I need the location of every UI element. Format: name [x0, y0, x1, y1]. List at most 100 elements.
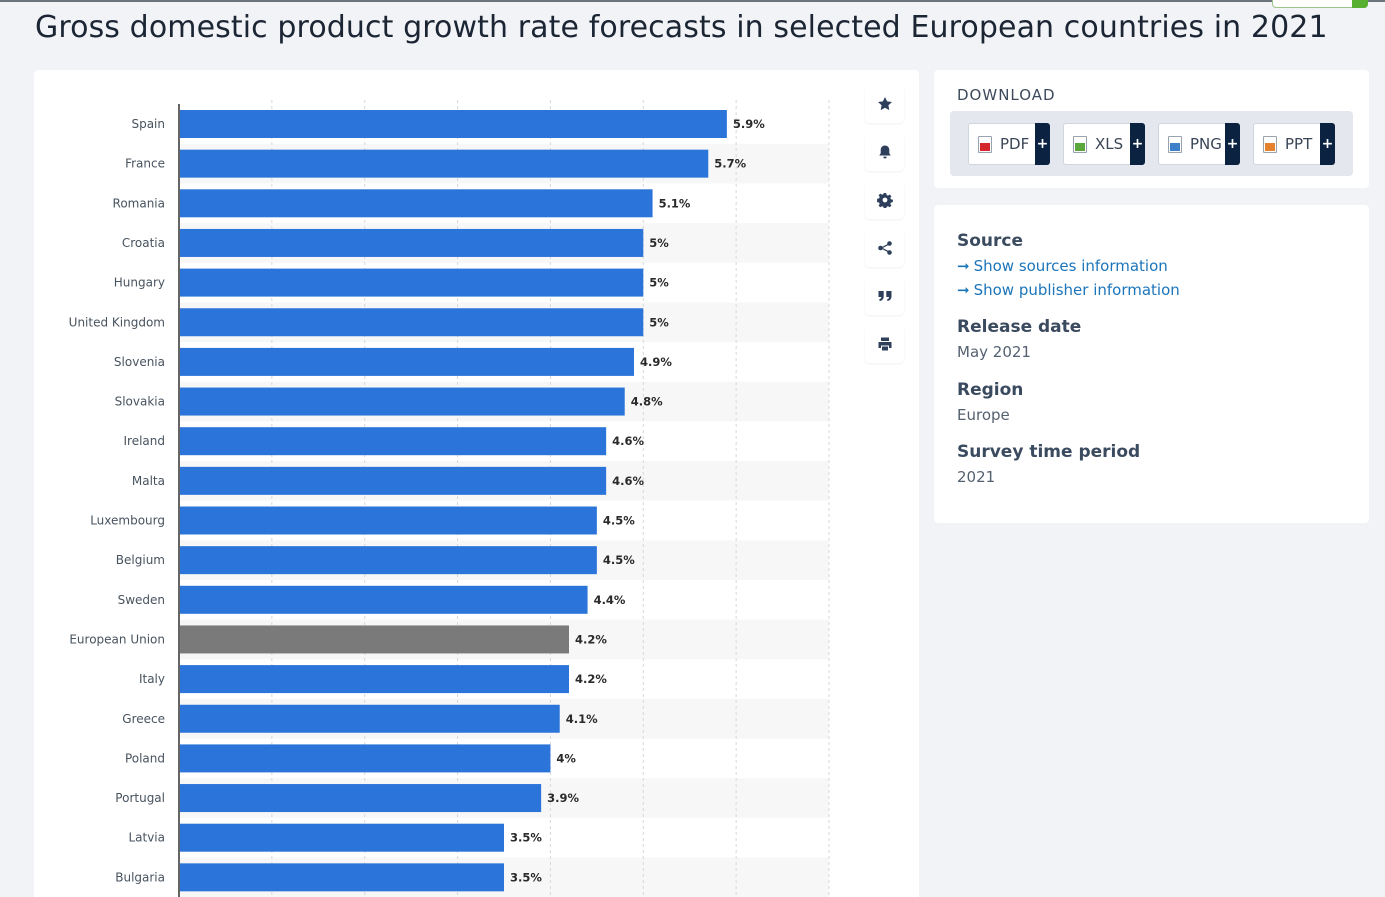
download-ppt-label: PPT: [1285, 135, 1313, 153]
bar: [180, 546, 597, 575]
bar: [180, 189, 653, 218]
category-label: Italy: [139, 672, 165, 686]
plus-icon: +: [1035, 123, 1050, 165]
xls-file-icon: [1073, 135, 1087, 153]
bar: [180, 387, 625, 416]
category-label: Poland: [125, 751, 165, 765]
gear-icon: [876, 193, 893, 208]
source-heading: Source: [957, 231, 1024, 251]
data-label: 4.8%: [631, 395, 663, 409]
data-label: 4.6%: [612, 434, 644, 448]
page-title: Gross domestic product growth rate forec…: [35, 10, 1328, 45]
category-label: Greece: [122, 712, 165, 726]
download-panel: DOWNLOAD PDF + XLS + PNG + PPT +: [934, 70, 1369, 188]
show-publisher-label: Show publisher information: [973, 281, 1180, 299]
pdf-file-icon: [978, 135, 992, 153]
data-label: 4.2%: [575, 672, 607, 686]
cite-button[interactable]: [865, 277, 904, 315]
data-label: 4.4%: [594, 593, 626, 607]
bar: [180, 466, 607, 495]
bar: [180, 585, 588, 614]
download-bar: PDF + XLS + PNG + PPT +: [950, 111, 1353, 176]
category-label: Slovakia: [115, 395, 165, 409]
category-label: Luxembourg: [90, 514, 165, 528]
data-label: 5%: [649, 315, 669, 329]
category-label: Portugal: [115, 791, 165, 805]
category-label: Ireland: [123, 434, 165, 448]
download-xls-button[interactable]: XLS +: [1063, 123, 1145, 165]
chart-card: Spain 5.9% France 5.7% Romania 5.1% Croatia 5% H…: [34, 70, 919, 897]
category-label: Belgium: [116, 553, 165, 567]
category-label: Hungary: [114, 276, 165, 290]
data-label: 5.9%: [733, 117, 765, 131]
settings-button[interactable]: [865, 181, 904, 219]
notification-button[interactable]: [865, 133, 904, 171]
plus-icon: +: [1225, 123, 1240, 165]
release-date-value: May 2021: [957, 343, 1031, 361]
bar: [180, 110, 727, 138]
bell-icon: [878, 145, 891, 159]
plus-icon: +: [1130, 123, 1145, 165]
download-png-button[interactable]: PNG +: [1158, 123, 1240, 165]
top-action-button[interactable]: [1272, 0, 1368, 8]
download-xls-label: XLS: [1095, 135, 1124, 153]
show-sources-label: Show sources information: [973, 257, 1168, 275]
category-label: Latvia: [128, 831, 165, 845]
download-ppt-button[interactable]: PPT +: [1253, 123, 1335, 165]
arrow-right-icon: ➞: [957, 281, 970, 299]
survey-period-heading: Survey time period: [957, 442, 1141, 462]
data-label: 4.5%: [603, 514, 635, 528]
bar: [180, 744, 551, 773]
favorite-button[interactable]: [865, 85, 904, 123]
data-label: 4.5%: [603, 553, 635, 567]
download-pdf-label: PDF: [1000, 135, 1030, 153]
category-label: France: [125, 157, 165, 171]
bar: [180, 823, 504, 852]
bar: [180, 228, 644, 257]
survey-period-value: 2021: [957, 468, 996, 486]
top-divider: [0, 0, 1385, 2]
plus-icon: +: [1320, 123, 1335, 165]
print-button[interactable]: [865, 325, 904, 363]
data-label: 4.6%: [612, 474, 644, 488]
bar: [180, 704, 560, 733]
data-label: 3.5%: [510, 831, 542, 845]
bar: [180, 863, 504, 892]
arrow-right-icon: ➞: [957, 257, 970, 275]
region-heading: Region: [957, 380, 1024, 400]
print-icon: [878, 337, 891, 351]
data-label: 4.9%: [640, 355, 672, 369]
data-label: 4%: [556, 751, 576, 765]
category-label: Sweden: [118, 593, 165, 607]
data-label: 4.1%: [566, 712, 598, 726]
download-title: DOWNLOAD: [957, 86, 1056, 104]
ppt-file-icon: [1263, 135, 1277, 153]
download-png-label: PNG: [1190, 135, 1222, 153]
data-label: 3.5%: [510, 870, 542, 884]
bar: [180, 506, 597, 535]
category-label: United Kingdom: [69, 315, 165, 329]
bar-chart: Spain 5.9% France 5.7% Romania 5.1% Croatia 5% H…: [69, 100, 830, 897]
bar: [180, 308, 644, 337]
data-label: 5.7%: [714, 157, 746, 171]
bar: [180, 149, 709, 178]
data-label: 4.2%: [575, 632, 607, 646]
show-sources-link[interactable]: ➞ Show sources information: [957, 257, 1168, 275]
category-label: Bulgaria: [115, 870, 165, 884]
data-label: 3.9%: [547, 791, 579, 805]
download-pdf-button[interactable]: PDF +: [968, 123, 1050, 165]
data-label: 5.1%: [659, 196, 691, 210]
bar: [180, 784, 542, 813]
bar: [180, 347, 634, 376]
category-label: European Union: [69, 632, 165, 646]
bar: [180, 268, 644, 297]
region-value: Europe: [957, 406, 1010, 424]
show-publisher-link[interactable]: ➞ Show publisher information: [957, 281, 1180, 299]
bar: [180, 625, 569, 654]
category-label: Romania: [113, 196, 165, 210]
category-label: Croatia: [122, 236, 165, 250]
quote-icon: [878, 291, 891, 301]
statistic-info-panel: Source ➞ Show sources information ➞ Show p…: [934, 205, 1369, 523]
star-icon: [877, 97, 892, 111]
share-button[interactable]: [865, 229, 904, 267]
